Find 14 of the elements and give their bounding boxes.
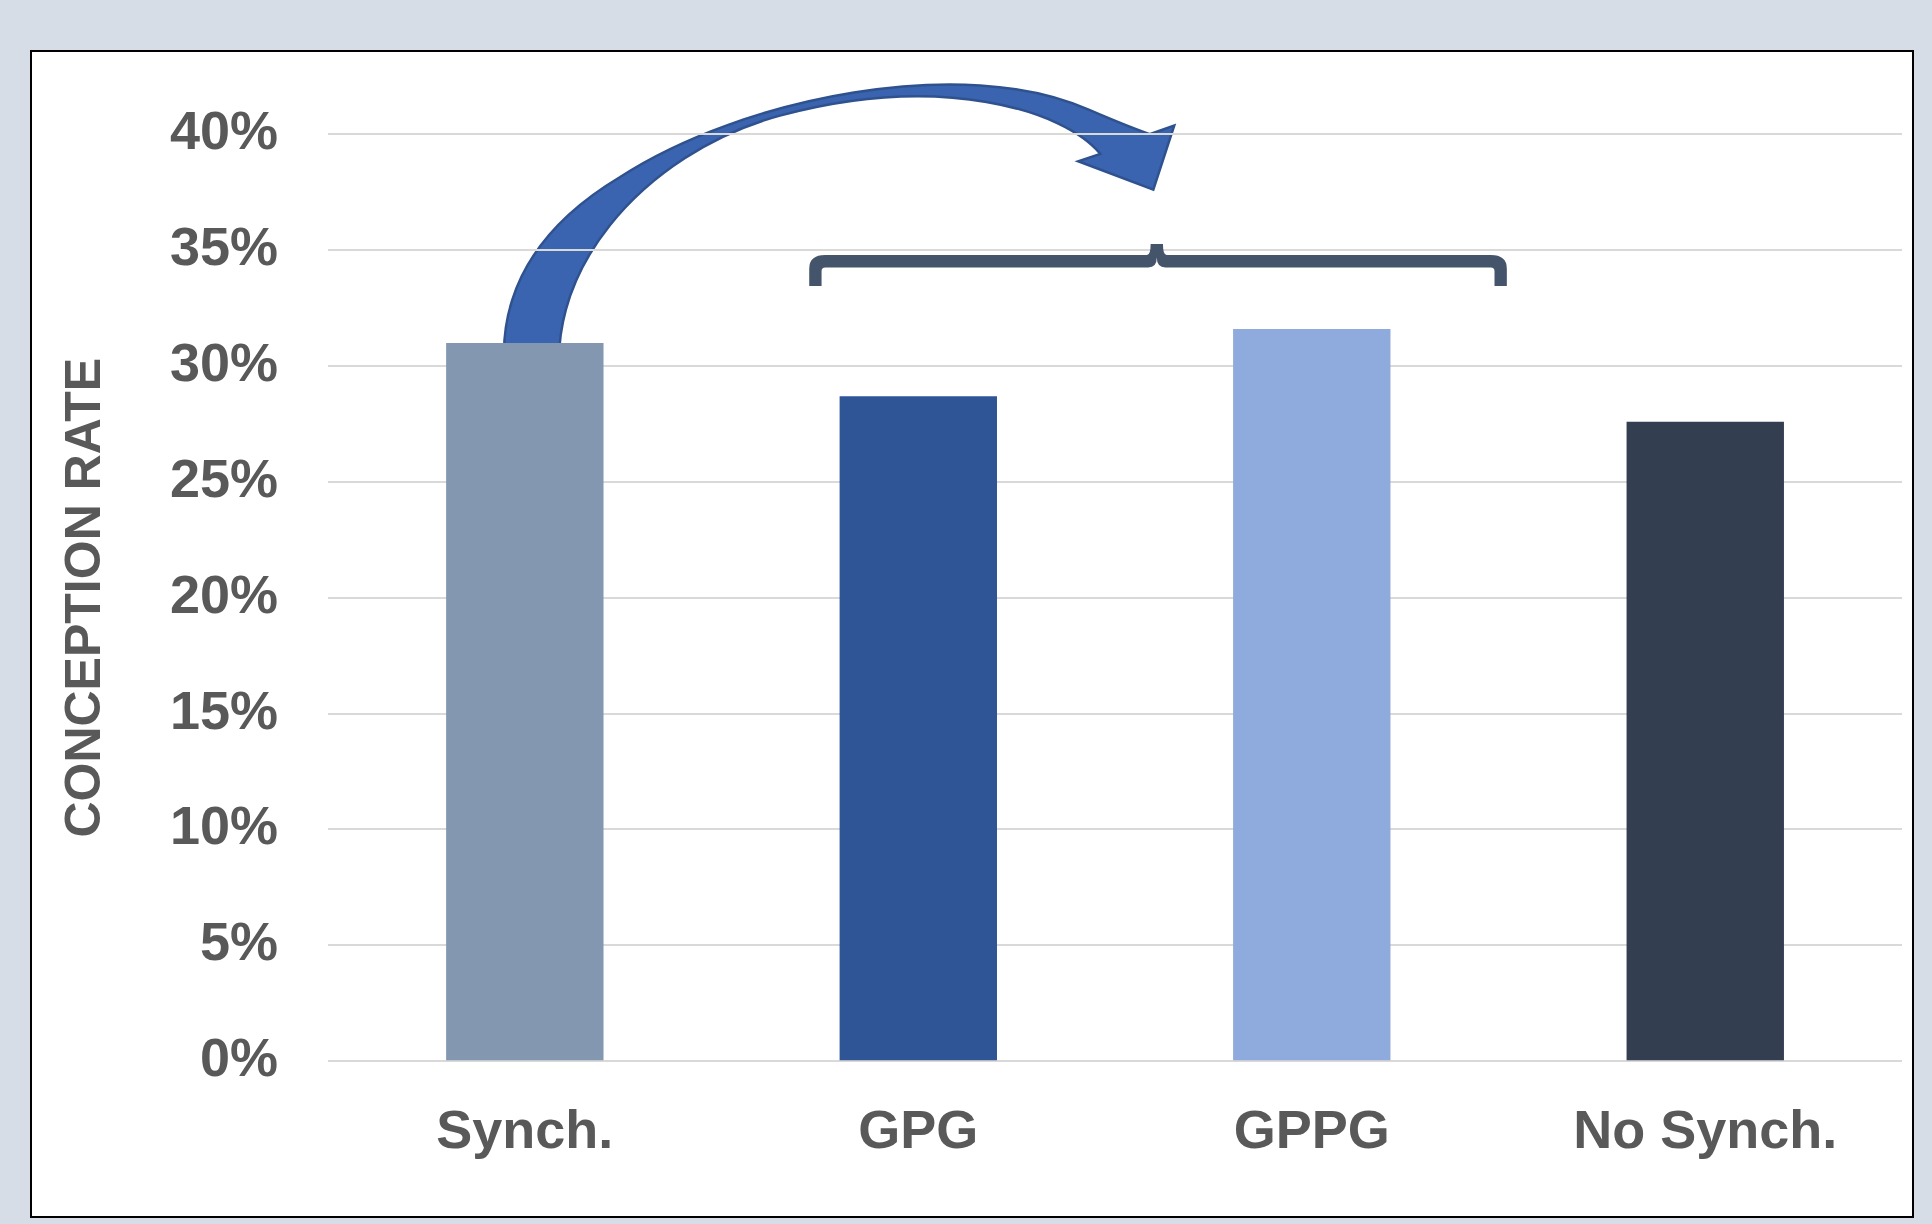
- y-tick-label: 10%: [169, 795, 279, 856]
- y-tick-label: 35%: [169, 216, 279, 277]
- y-tick-label: 40%: [169, 100, 279, 161]
- y-tick-label: 0%: [200, 1027, 279, 1088]
- x-tick-label: Synch.: [436, 1099, 614, 1160]
- y-axis-title: CONCEPTION RATE: [54, 357, 111, 838]
- y-tick-label: 15%: [169, 679, 279, 740]
- x-tick-label: No Synch.: [1573, 1099, 1838, 1160]
- y-tick-label: 30%: [169, 331, 279, 392]
- x-tick-label: GPG: [858, 1099, 979, 1160]
- y-tick-label: 5%: [200, 911, 279, 972]
- y-tick-label: 20%: [169, 563, 279, 624]
- x-tick-label: GPPG: [1233, 1099, 1390, 1160]
- y-tick-label: 25%: [169, 447, 279, 508]
